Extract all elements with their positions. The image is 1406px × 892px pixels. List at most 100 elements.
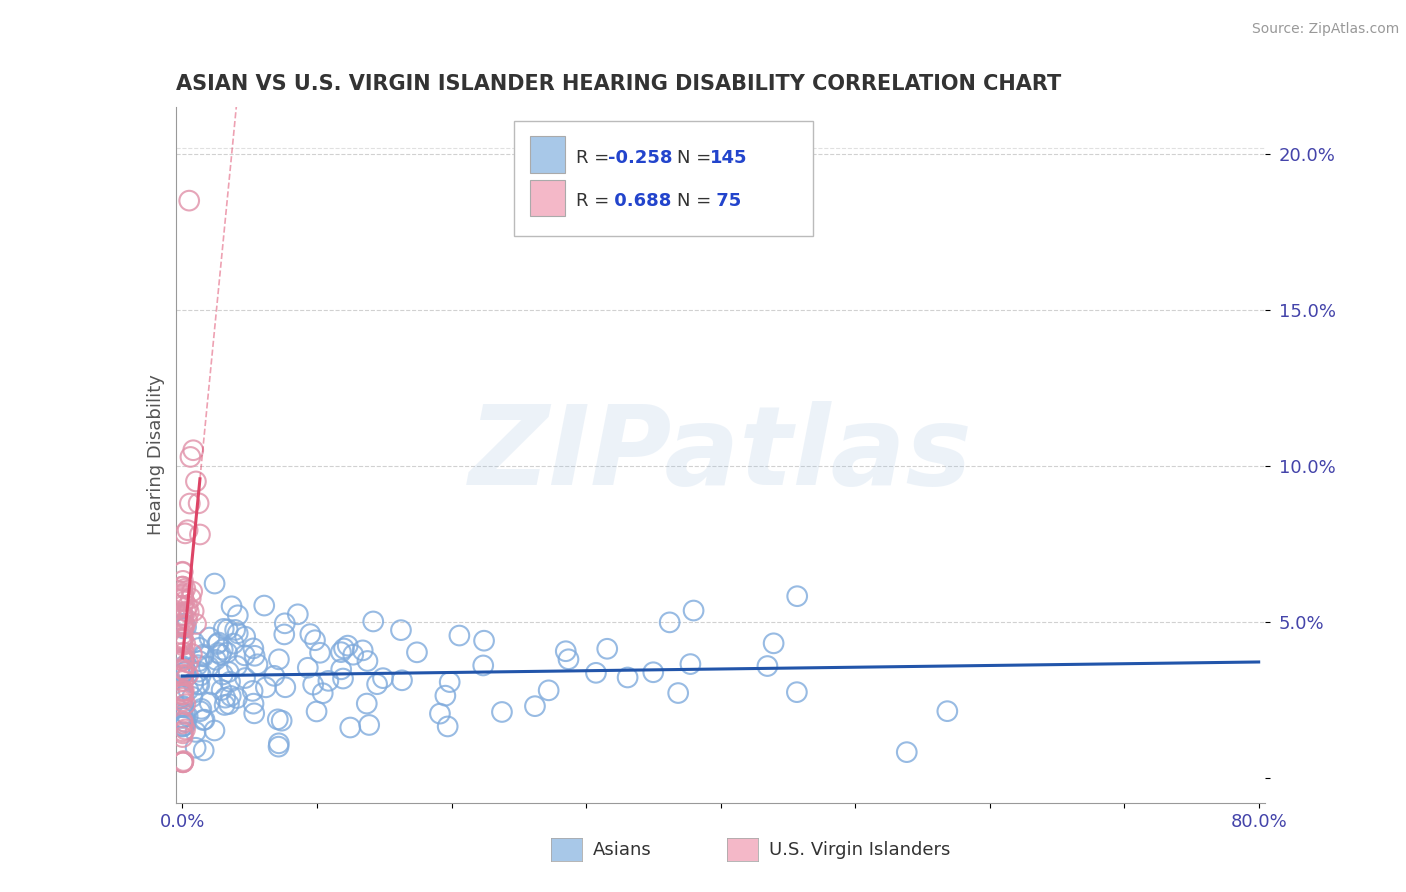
Point <box>679 657 702 671</box>
Point <box>233 671 256 685</box>
Point <box>184 740 207 755</box>
Point <box>270 714 292 728</box>
Point <box>172 653 194 667</box>
Point <box>172 619 194 633</box>
Point <box>172 591 194 605</box>
Point <box>274 616 297 631</box>
Point <box>299 627 322 641</box>
Point <box>211 683 233 698</box>
Point <box>204 576 226 591</box>
Point <box>172 716 194 731</box>
Point <box>172 698 194 713</box>
Point <box>172 580 194 594</box>
Point <box>172 638 194 652</box>
Point <box>218 697 240 711</box>
Point <box>173 646 195 660</box>
Point <box>173 616 195 631</box>
Point <box>287 607 309 622</box>
Point <box>366 677 388 691</box>
Point <box>172 694 194 708</box>
Point <box>172 574 194 588</box>
Point <box>309 646 332 660</box>
Point <box>172 592 194 607</box>
Point <box>174 620 197 634</box>
Point <box>181 675 204 690</box>
Point <box>762 636 785 650</box>
Point <box>184 725 207 739</box>
Point <box>176 709 198 723</box>
Point <box>330 662 353 676</box>
Point <box>188 640 211 655</box>
Text: -0.258: -0.258 <box>609 149 673 167</box>
Point <box>172 684 194 698</box>
Point <box>172 610 194 624</box>
Point <box>183 635 205 649</box>
Point <box>193 743 215 757</box>
Point <box>173 690 195 704</box>
Point <box>429 706 451 721</box>
Point <box>179 450 201 464</box>
Point <box>201 677 224 691</box>
Point <box>179 496 201 510</box>
Point <box>172 683 194 698</box>
Text: R =: R = <box>575 149 614 167</box>
Point <box>176 599 198 614</box>
Point <box>242 641 264 656</box>
Point <box>172 620 194 634</box>
Point <box>585 665 607 680</box>
Point <box>254 681 277 695</box>
Point <box>172 688 194 702</box>
Point <box>209 648 232 662</box>
Point <box>172 587 194 601</box>
Point <box>332 672 354 686</box>
Point <box>187 665 209 679</box>
Point <box>172 635 194 649</box>
Text: R =: R = <box>575 192 614 210</box>
Point <box>173 665 195 680</box>
Point <box>172 631 194 645</box>
Point <box>172 667 194 681</box>
FancyBboxPatch shape <box>530 136 565 172</box>
Point <box>225 659 247 673</box>
Point <box>174 526 197 541</box>
Point <box>214 698 236 712</box>
Text: N =: N = <box>678 149 717 167</box>
Point <box>434 689 457 703</box>
Point <box>181 690 204 704</box>
Text: N =: N = <box>678 192 717 210</box>
Point <box>172 612 194 626</box>
Point <box>173 661 195 675</box>
Point <box>336 639 359 653</box>
Point <box>361 615 384 629</box>
Point <box>184 475 207 489</box>
Point <box>436 719 458 733</box>
Point <box>174 637 197 651</box>
Point <box>172 565 194 579</box>
Point <box>187 677 209 691</box>
Point <box>188 527 211 541</box>
Point <box>222 637 245 651</box>
Point <box>226 608 249 623</box>
Point <box>243 648 266 663</box>
Point <box>172 662 194 676</box>
Y-axis label: Hearing Disability: Hearing Disability <box>146 375 165 535</box>
Point <box>756 659 779 673</box>
Point <box>176 613 198 627</box>
Point <box>174 604 197 618</box>
Point <box>177 682 200 697</box>
Point <box>176 669 198 683</box>
Text: U.S. Virgin Islanders: U.S. Virgin Islanders <box>769 841 950 859</box>
Point <box>181 584 204 599</box>
Point <box>172 710 194 724</box>
Point <box>172 684 194 698</box>
Point <box>643 665 665 680</box>
Point <box>263 669 285 683</box>
Text: Source: ZipAtlas.com: Source: ZipAtlas.com <box>1251 22 1399 37</box>
Point <box>172 756 194 770</box>
Point <box>172 724 194 739</box>
Point <box>193 713 215 727</box>
Text: Asians: Asians <box>593 841 652 859</box>
Point <box>302 678 325 692</box>
Point <box>184 617 207 632</box>
Point <box>208 635 231 649</box>
